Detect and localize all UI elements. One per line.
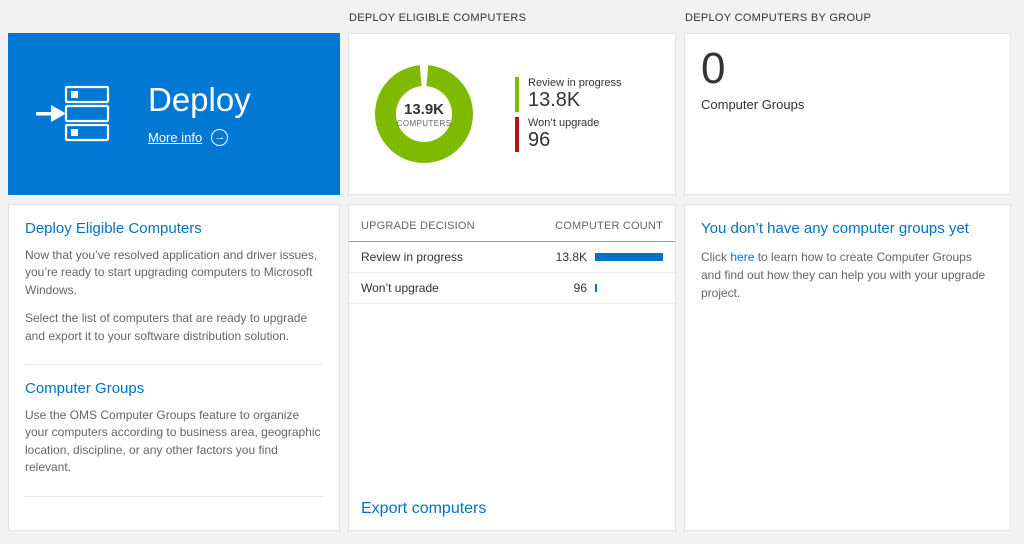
export-computers-link[interactable]: Export computers [361, 500, 487, 517]
section-paragraph: Now that you’ve resolved application and… [25, 248, 318, 297]
row-label: Won’t upgrade [361, 281, 439, 295]
more-info-link[interactable]: More info [148, 129, 203, 145]
donut-center: 13.9K COMPUTERS [396, 86, 452, 142]
section-heading: Deploy Eligible Computers [25, 220, 202, 237]
row-bar-track [595, 253, 663, 261]
eligible-computers-chart-card: 13.9K COMPUTERS Review in progress 13.8K… [348, 33, 676, 195]
section-paragraph: Use the OMS Computer Groups feature to o… [25, 407, 321, 475]
upgrade-decision-table-card: UPGRADE DECISION COMPUTER COUNT Review i… [348, 204, 676, 531]
legend-label: Review in progress [528, 76, 622, 89]
computer-groups-count-card: 0 Computer Groups [684, 33, 1011, 195]
row-bar-track [595, 284, 663, 292]
deploy-icon [36, 85, 110, 142]
deploy-description-card: Deploy Eligible Computers Now that you’v… [8, 204, 340, 531]
table-header-row: UPGRADE DECISION COMPUTER COUNT [349, 205, 675, 242]
column-header-upgrade-decision: UPGRADE DECISION [361, 220, 475, 232]
legend-color-wont-upgrade [515, 116, 519, 152]
right-column-header: DEPLOY COMPUTERS BY GROUP [685, 12, 872, 24]
legend-value: 96 [528, 128, 551, 151]
table-row[interactable]: Review in progress 13.8K [349, 242, 675, 273]
legend-color-review [515, 76, 519, 112]
row-value: 13.8K [555, 250, 587, 264]
deploy-tile[interactable]: Deploy More info → [8, 33, 340, 195]
tile-title: Deploy [148, 81, 251, 119]
chart-legend: Review in progress 13.8K Won’t upgrade 9… [515, 76, 622, 152]
section-heading: Computer Groups [25, 379, 145, 397]
legend-label: Won’t upgrade [528, 116, 600, 129]
empty-state-heading: You don’t have any computer groups yet [701, 220, 969, 237]
donut-chart[interactable]: 13.9K COMPUTERS [375, 65, 473, 163]
computer-groups-empty-card: You don’t have any computer groups yet C… [684, 204, 1011, 531]
row-bar [595, 253, 663, 261]
table-row[interactable]: Won’t upgrade 96 [349, 273, 675, 304]
donut-total-value: 13.9K [403, 100, 445, 118]
section-computer-groups: Computer Groups Use the OMS Computer Gro… [25, 365, 323, 497]
legend-item: Review in progress 13.8K [515, 76, 622, 112]
middle-column-header: DEPLOY ELIGIBLE COMPUTERS [349, 12, 527, 24]
computer-groups-count: 0 [701, 44, 726, 93]
section-paragraph: Select the list of computers that are re… [25, 311, 308, 343]
column-header-computer-count: COMPUTER COUNT [555, 220, 663, 232]
computer-groups-count-label: Computer Groups [701, 96, 805, 112]
empty-text-after: to learn how to create Computer Groups a… [701, 250, 986, 300]
here-link[interactable]: here [730, 250, 755, 264]
arrow-right-circle-icon: → [211, 128, 229, 146]
donut-total-label: COMPUTERS [396, 118, 452, 128]
legend-item: Won’t upgrade 96 [515, 116, 622, 152]
row-bar [595, 284, 597, 292]
row-label: Review in progress [361, 250, 464, 264]
empty-state-text: Click here to learn how to create Comput… [701, 248, 994, 302]
legend-value: 13.8K [528, 88, 581, 111]
empty-text-before: Click [701, 250, 731, 264]
row-value: 96 [573, 281, 587, 295]
section-deploy-eligible-computers: Deploy Eligible Computers Now that you’v… [25, 205, 323, 365]
